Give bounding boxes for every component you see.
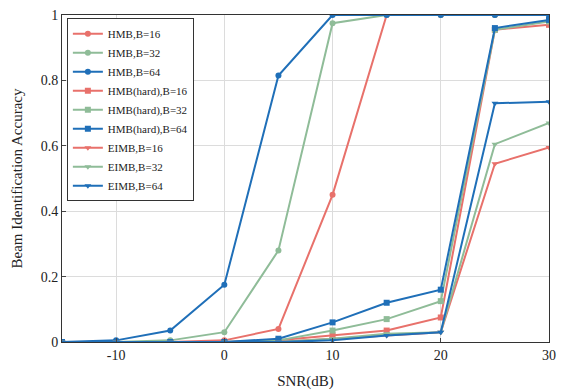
svg-text:Beam Identification Accuracy: Beam Identification Accuracy: [9, 88, 25, 268]
svg-text:HMB,B=64: HMB,B=64: [108, 66, 161, 78]
svg-text:0.6: 0.6: [41, 139, 59, 154]
svg-text:0.8: 0.8: [41, 73, 59, 88]
svg-text:0: 0: [51, 335, 58, 350]
svg-text:HMB,B=32: HMB,B=32: [108, 47, 160, 59]
svg-text:HMB,B=16: HMB,B=16: [108, 28, 161, 40]
svg-text:30: 30: [542, 348, 556, 363]
svg-text:20: 20: [434, 348, 448, 363]
svg-text:EIMB,B=16: EIMB,B=16: [108, 142, 163, 154]
svg-text:10: 10: [326, 348, 340, 363]
svg-text:EIMB,B=32: EIMB,B=32: [108, 161, 163, 173]
svg-text:HMB(hard),B=32: HMB(hard),B=32: [108, 104, 187, 117]
svg-text:0.2: 0.2: [41, 270, 59, 285]
svg-text:HMB(hard),B=64: HMB(hard),B=64: [108, 123, 188, 136]
svg-text:SNR(dB): SNR(dB): [277, 373, 334, 390]
svg-text:1: 1: [51, 8, 58, 23]
svg-text:0.4: 0.4: [41, 204, 59, 219]
svg-text:HMB(hard),B=16: HMB(hard),B=16: [108, 85, 188, 98]
svg-text:EIMB,B=64: EIMB,B=64: [108, 180, 163, 192]
svg-text:0: 0: [221, 348, 228, 363]
svg-text:-10: -10: [107, 348, 126, 363]
